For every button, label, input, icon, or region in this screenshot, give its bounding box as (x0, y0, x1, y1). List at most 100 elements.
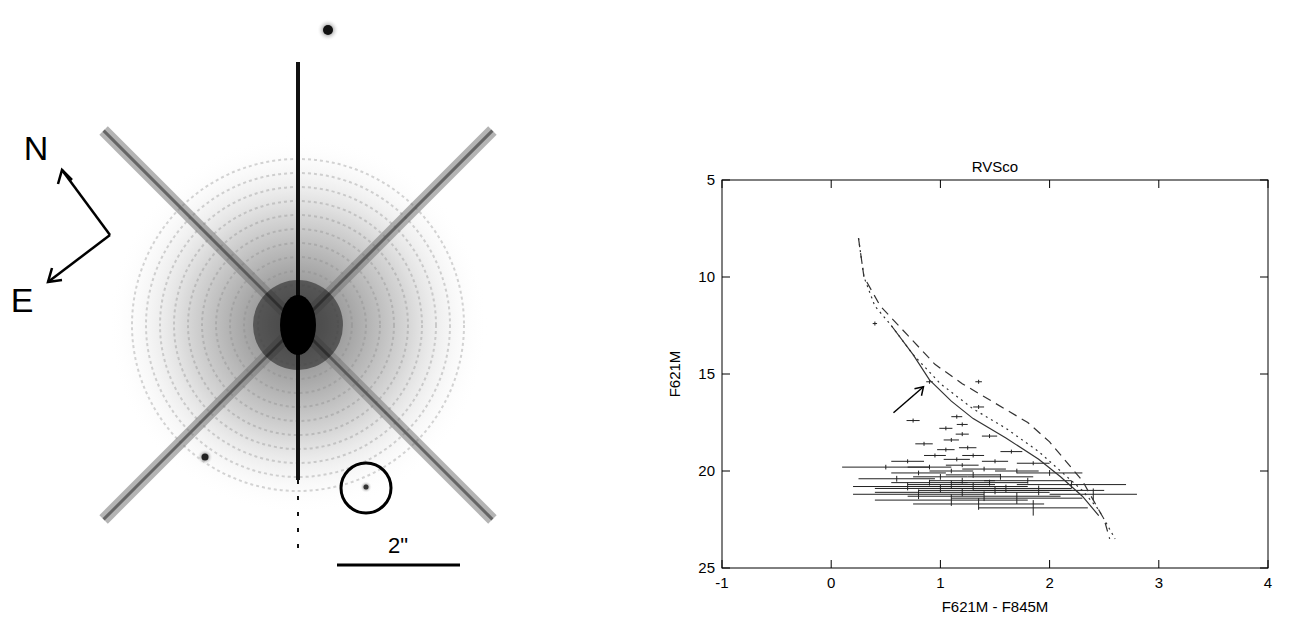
compass-arrow (48, 235, 110, 282)
plot-frame (722, 180, 1268, 568)
data-point (973, 405, 984, 409)
primary-core (253, 280, 343, 370)
y-error-bar (1011, 450, 1012, 454)
x-tick (1158, 560, 1159, 568)
companion-star (360, 481, 372, 493)
y-axis-title: F621M (666, 351, 683, 398)
y-error-bar (1005, 485, 1006, 493)
data-point (944, 438, 959, 442)
y-tick (722, 180, 730, 181)
y-error-bar (1049, 470, 1050, 476)
data-point (907, 419, 920, 423)
y-error-bar (896, 476, 897, 482)
y-error-bar (962, 488, 963, 496)
chart-title: RVSco (972, 158, 1018, 175)
y-error-bar (1016, 492, 1017, 504)
y-error-bar (978, 380, 979, 384)
y-tick (722, 568, 730, 569)
compass (48, 170, 110, 282)
y-error-bar (934, 453, 935, 457)
y-error-bar (951, 481, 952, 489)
y-tick (1260, 180, 1268, 181)
y-error-bar (945, 448, 946, 452)
field-star (323, 25, 333, 35)
figure: 2"NERVSco-101234510152025F621M - F845MF6… (0, 0, 1294, 623)
field-star (317, 19, 339, 41)
bleed-trail (297, 480, 299, 552)
y-error-bar (973, 453, 974, 457)
y-error-bar (1033, 461, 1034, 465)
x-tick (1268, 560, 1269, 568)
field-star (202, 454, 209, 461)
y-error-bar (978, 405, 979, 409)
data-point (891, 471, 946, 476)
y-tick (1260, 277, 1268, 278)
y-error-bar (962, 463, 963, 467)
x-tick (940, 180, 941, 188)
y-error-bar (989, 434, 990, 438)
data-point (984, 478, 1071, 484)
data-point (968, 474, 1034, 480)
y-tick-label: 20 (698, 462, 715, 479)
data-point (875, 488, 1050, 496)
data-point (913, 498, 1044, 510)
data-point (940, 485, 1071, 493)
y-error-bar (967, 446, 968, 450)
data-point (979, 500, 1088, 516)
x-tick (831, 180, 832, 188)
y-error-bar (962, 432, 963, 436)
y-tick (1260, 374, 1268, 375)
y-error-bar (907, 483, 908, 491)
y-error-bar (973, 483, 974, 491)
y-error-bar (984, 467, 985, 472)
y-error-bar (918, 489, 919, 499)
data-point (951, 415, 962, 419)
y-error-bar (874, 322, 875, 326)
data-point (956, 432, 969, 436)
data-point (975, 380, 982, 384)
x-tick (1049, 560, 1050, 568)
y-error-bar (940, 474, 941, 480)
data-point (1050, 488, 1137, 500)
data-point (873, 322, 877, 326)
x-axis-title: F621M - F845M (942, 598, 1049, 615)
x-tick-label: 4 (1264, 574, 1272, 591)
y-error-bar (1033, 500, 1034, 516)
y-tick-label: 10 (698, 268, 715, 285)
data-point (959, 446, 976, 450)
companion-star (364, 485, 369, 490)
y-tick (722, 277, 730, 278)
y-tick (722, 471, 730, 472)
y-error-bar (951, 438, 952, 442)
isochrone-solid (891, 326, 1098, 516)
data-point (1000, 450, 1022, 454)
x-tick (722, 560, 723, 568)
bleed-trail (296, 62, 300, 480)
data-point (915, 442, 932, 446)
data-point (908, 481, 995, 489)
data-point (962, 453, 984, 457)
cmd-chart: RVSco-101234510152025F621M - F845MF621M (666, 158, 1272, 615)
data-point (891, 459, 924, 463)
y-error-bar (956, 457, 957, 461)
y-tick (1260, 471, 1268, 472)
data-point (982, 459, 1008, 463)
arrow-head (914, 387, 923, 396)
compass-head (58, 170, 72, 184)
data-point (1017, 470, 1083, 476)
data-point (957, 422, 968, 426)
x-tick-label: 2 (1045, 574, 1053, 591)
star-image: 2" (104, 19, 493, 565)
compass-north: N (24, 129, 49, 167)
y-error-bar (907, 459, 908, 463)
x-tick-label: 0 (827, 574, 835, 591)
y-error-bar (962, 422, 963, 426)
data-point (982, 434, 997, 438)
companion-arrow (893, 387, 923, 413)
scale-bar-label: 2" (388, 533, 408, 558)
x-tick (940, 560, 941, 568)
field-star (197, 449, 213, 465)
y-tick-label: 5 (707, 171, 715, 188)
data-point (937, 448, 954, 452)
y-error-bar (924, 442, 925, 446)
